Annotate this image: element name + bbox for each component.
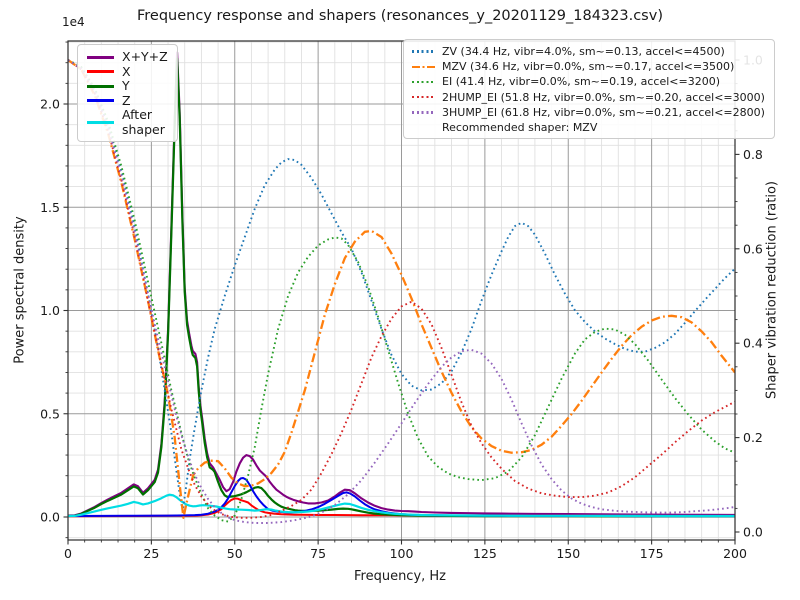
x-tick-label: 75 <box>310 546 326 561</box>
y-right-tick-label: 0.2 <box>743 430 763 445</box>
x-tick-label: 175 <box>640 546 664 561</box>
y-right-tick-label: 0.0 <box>743 525 763 540</box>
x-tick-label: 150 <box>556 546 580 561</box>
y-right-axis-label: Shaper vibration reduction (ratio) <box>764 181 780 399</box>
legend-line-swatch <box>412 65 435 68</box>
legend-line-swatch <box>87 55 114 59</box>
legend-line-swatch <box>412 111 435 114</box>
legend-label: X <box>122 63 131 79</box>
y-right-tick-label: 0.4 <box>743 336 763 351</box>
x-tick-label: 125 <box>473 546 497 561</box>
y-right-tick-label: 0.6 <box>743 241 763 256</box>
legend-line-swatch <box>87 84 114 88</box>
legend-label: MZV (34.6 Hz, vibr=0.0%, sm~=0.17, accel… <box>442 60 735 74</box>
psd-legend-entry: After shaper <box>87 107 168 137</box>
chart-title: Frequency response and shapers (resonanc… <box>137 8 663 24</box>
x-axis-label: Frequency, Hz <box>353 569 447 584</box>
y-left-tick-label: 0.0 <box>40 510 60 525</box>
y-axis-offset-label: 1e4 <box>62 15 85 29</box>
legend-line-swatch <box>412 50 435 53</box>
shaper-legend: ZV (34.4 Hz, vibr=4.0%, sm~=0.13, accel<… <box>403 39 775 140</box>
legend-label: 2HUMP_EI (51.8 Hz, vibr=0.0%, sm~=0.20, … <box>442 90 765 104</box>
y-left-tick-label: 1.5 <box>40 200 60 215</box>
legend-label: Z <box>122 92 131 108</box>
legend-line-swatch <box>87 70 114 74</box>
shaper-legend-entry: MZV (34.6 Hz, vibr=0.0%, sm~=0.17, accel… <box>412 59 765 74</box>
legend-line-swatch <box>87 99 114 103</box>
x-tick-label: 200 <box>723 546 747 561</box>
shaper-legend-entry: EI (41.4 Hz, vibr=0.0%, sm~=0.19, accel<… <box>412 74 765 89</box>
legend-line-swatch <box>412 96 435 99</box>
shaper-legend-entry: 3HUMP_EI (61.8 Hz, vibr=0.0%, sm~=0.21, … <box>412 105 765 120</box>
x-tick-label: 0 <box>64 546 72 561</box>
shaper-legend-entry: 2HUMP_EI (51.8 Hz, vibr=0.0%, sm~=0.20, … <box>412 90 765 105</box>
legend-label: X+Y+Z <box>122 49 168 64</box>
legend-label: 3HUMP_EI (61.8 Hz, vibr=0.0%, sm~=0.21, … <box>442 105 765 119</box>
psd-legend-entry: Z <box>87 92 168 109</box>
recommended-shaper-note: Recommended shaper: MZV <box>412 120 765 135</box>
legend-label: Recommended shaper: MZV <box>442 121 598 135</box>
shaper-legend-entry: ZV (34.4 Hz, vibr=4.0%, sm~=0.13, accel<… <box>412 44 765 59</box>
legend-label: After shaper <box>122 107 165 137</box>
y-left-tick-label: 0.5 <box>40 406 60 421</box>
x-tick-label: 25 <box>143 546 159 561</box>
legend-label: ZV (34.4 Hz, vibr=4.0%, sm~=0.13, accel<… <box>442 45 725 58</box>
x-tick-label: 50 <box>227 546 243 561</box>
psd-legend: X+Y+Z X Y Z After shaper <box>77 44 178 142</box>
psd-legend-entry: X+Y+Z <box>87 49 168 65</box>
legend-label: EI (41.4 Hz, vibr=0.0%, sm~=0.19, accel<… <box>442 75 720 89</box>
series-After-shaper <box>68 493 735 518</box>
psd-legend-entry: Y <box>87 78 168 94</box>
legend-line-swatch <box>412 80 435 84</box>
series-ZV <box>68 59 735 512</box>
psd-legend-entry: X <box>87 63 168 80</box>
series-3HUMP-EI <box>68 59 735 524</box>
y-left-tick-label: 1.0 <box>40 303 60 318</box>
legend-label: Y <box>122 78 130 93</box>
x-tick-label: 100 <box>390 546 414 561</box>
y-left-tick-label: 2.0 <box>40 97 60 112</box>
y-left-axis-label: Power spectral density <box>12 216 28 364</box>
series-MZV <box>68 59 735 519</box>
legend-line-swatch <box>87 121 114 124</box>
y-right-tick-label: 0.8 <box>743 147 763 162</box>
